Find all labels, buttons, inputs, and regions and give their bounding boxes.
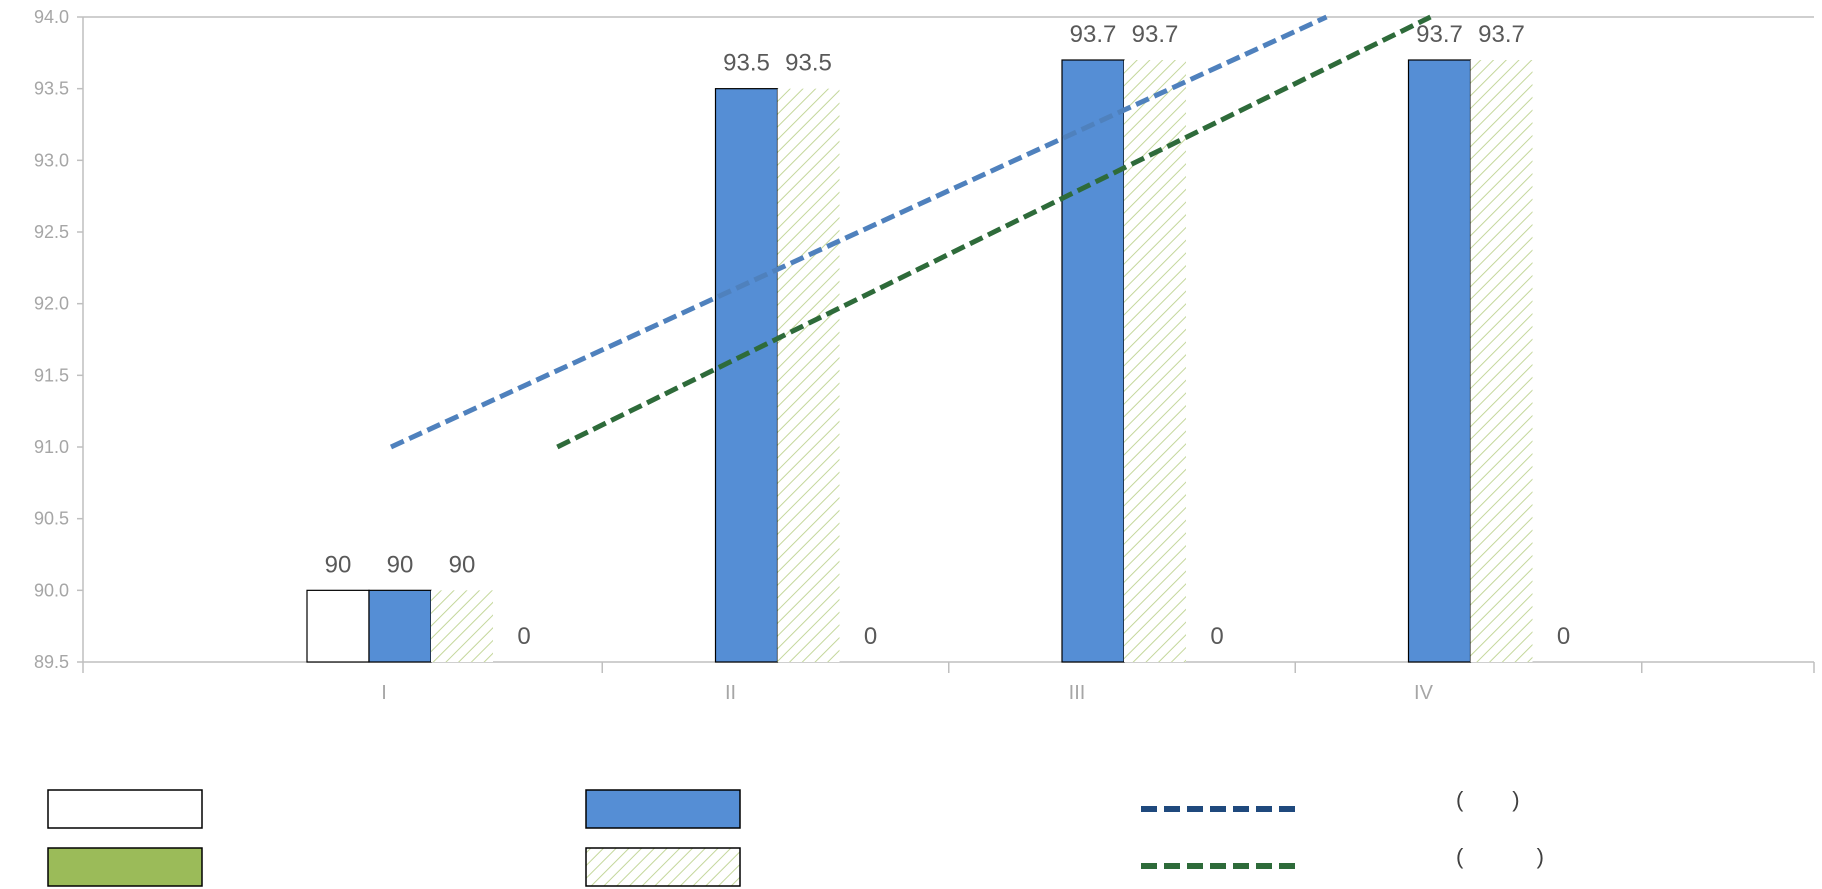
data-label: 0 — [864, 623, 877, 650]
legend-swatch — [585, 847, 741, 887]
bar — [1470, 60, 1533, 662]
y-tick-label: 91.5 — [34, 365, 69, 385]
data-label: 93.5 — [785, 50, 832, 77]
data-label: 0 — [1210, 623, 1223, 650]
trend-line — [389, 14, 1328, 450]
bars — [306, 59, 1533, 663]
data-label: 93.7 — [1070, 21, 1117, 48]
y-tick-label: 93.0 — [34, 150, 69, 170]
bar — [1061, 59, 1125, 663]
legend-label: ( ) — [1456, 787, 1520, 812]
y-tick-label: 89.5 — [34, 652, 69, 672]
bar — [714, 88, 779, 663]
data-label: 90 — [325, 551, 352, 578]
data-label: 90 — [387, 551, 414, 578]
y-tick-label: 93.5 — [34, 79, 69, 99]
legend: ( ) ( ) — [47, 787, 1544, 887]
y-tick-label: 94.0 — [34, 7, 69, 27]
legend-label: ( ) — [1456, 844, 1544, 869]
x-tick-label: II — [725, 682, 736, 704]
y-tick-label: 92.0 — [34, 294, 69, 314]
trend-line — [556, 14, 1432, 450]
data-label: 0 — [1557, 623, 1570, 650]
legend-swatch — [47, 789, 203, 829]
data-label: 93.7 — [1416, 21, 1463, 48]
data-label: 93.7 — [1132, 21, 1179, 48]
bar — [777, 88, 840, 662]
data-label: 93.5 — [723, 50, 770, 77]
data-labels: 90 90 93.5 93.7 93.7 90 93.5 93.7 93.7 0 0 0 0 — [325, 21, 1571, 650]
data-label: 90 — [449, 551, 476, 578]
bar — [1407, 59, 1472, 663]
legend-swatch — [585, 789, 741, 829]
data-label: 0 — [517, 623, 530, 650]
bar — [368, 589, 432, 663]
x-tick-label: I — [381, 682, 387, 704]
y-tick-label: 91.0 — [34, 437, 69, 457]
bar — [306, 589, 370, 663]
y-tick-label: 90.5 — [34, 509, 69, 529]
axes: 89.5 90.0 90.5 91.0 91.5 92.0 92.5 93.0 93.5 94.0… — [34, 7, 1815, 704]
legend-swatch — [47, 847, 203, 887]
trend-lines — [389, 14, 1432, 450]
x-tick-label: IV — [1414, 682, 1434, 704]
x-tick-label: III — [1069, 682, 1086, 704]
y-tick-label: 92.5 — [34, 222, 69, 242]
bar — [431, 590, 493, 662]
y-tick-label: 90.0 — [34, 580, 69, 600]
data-label: 93.7 — [1478, 21, 1525, 48]
